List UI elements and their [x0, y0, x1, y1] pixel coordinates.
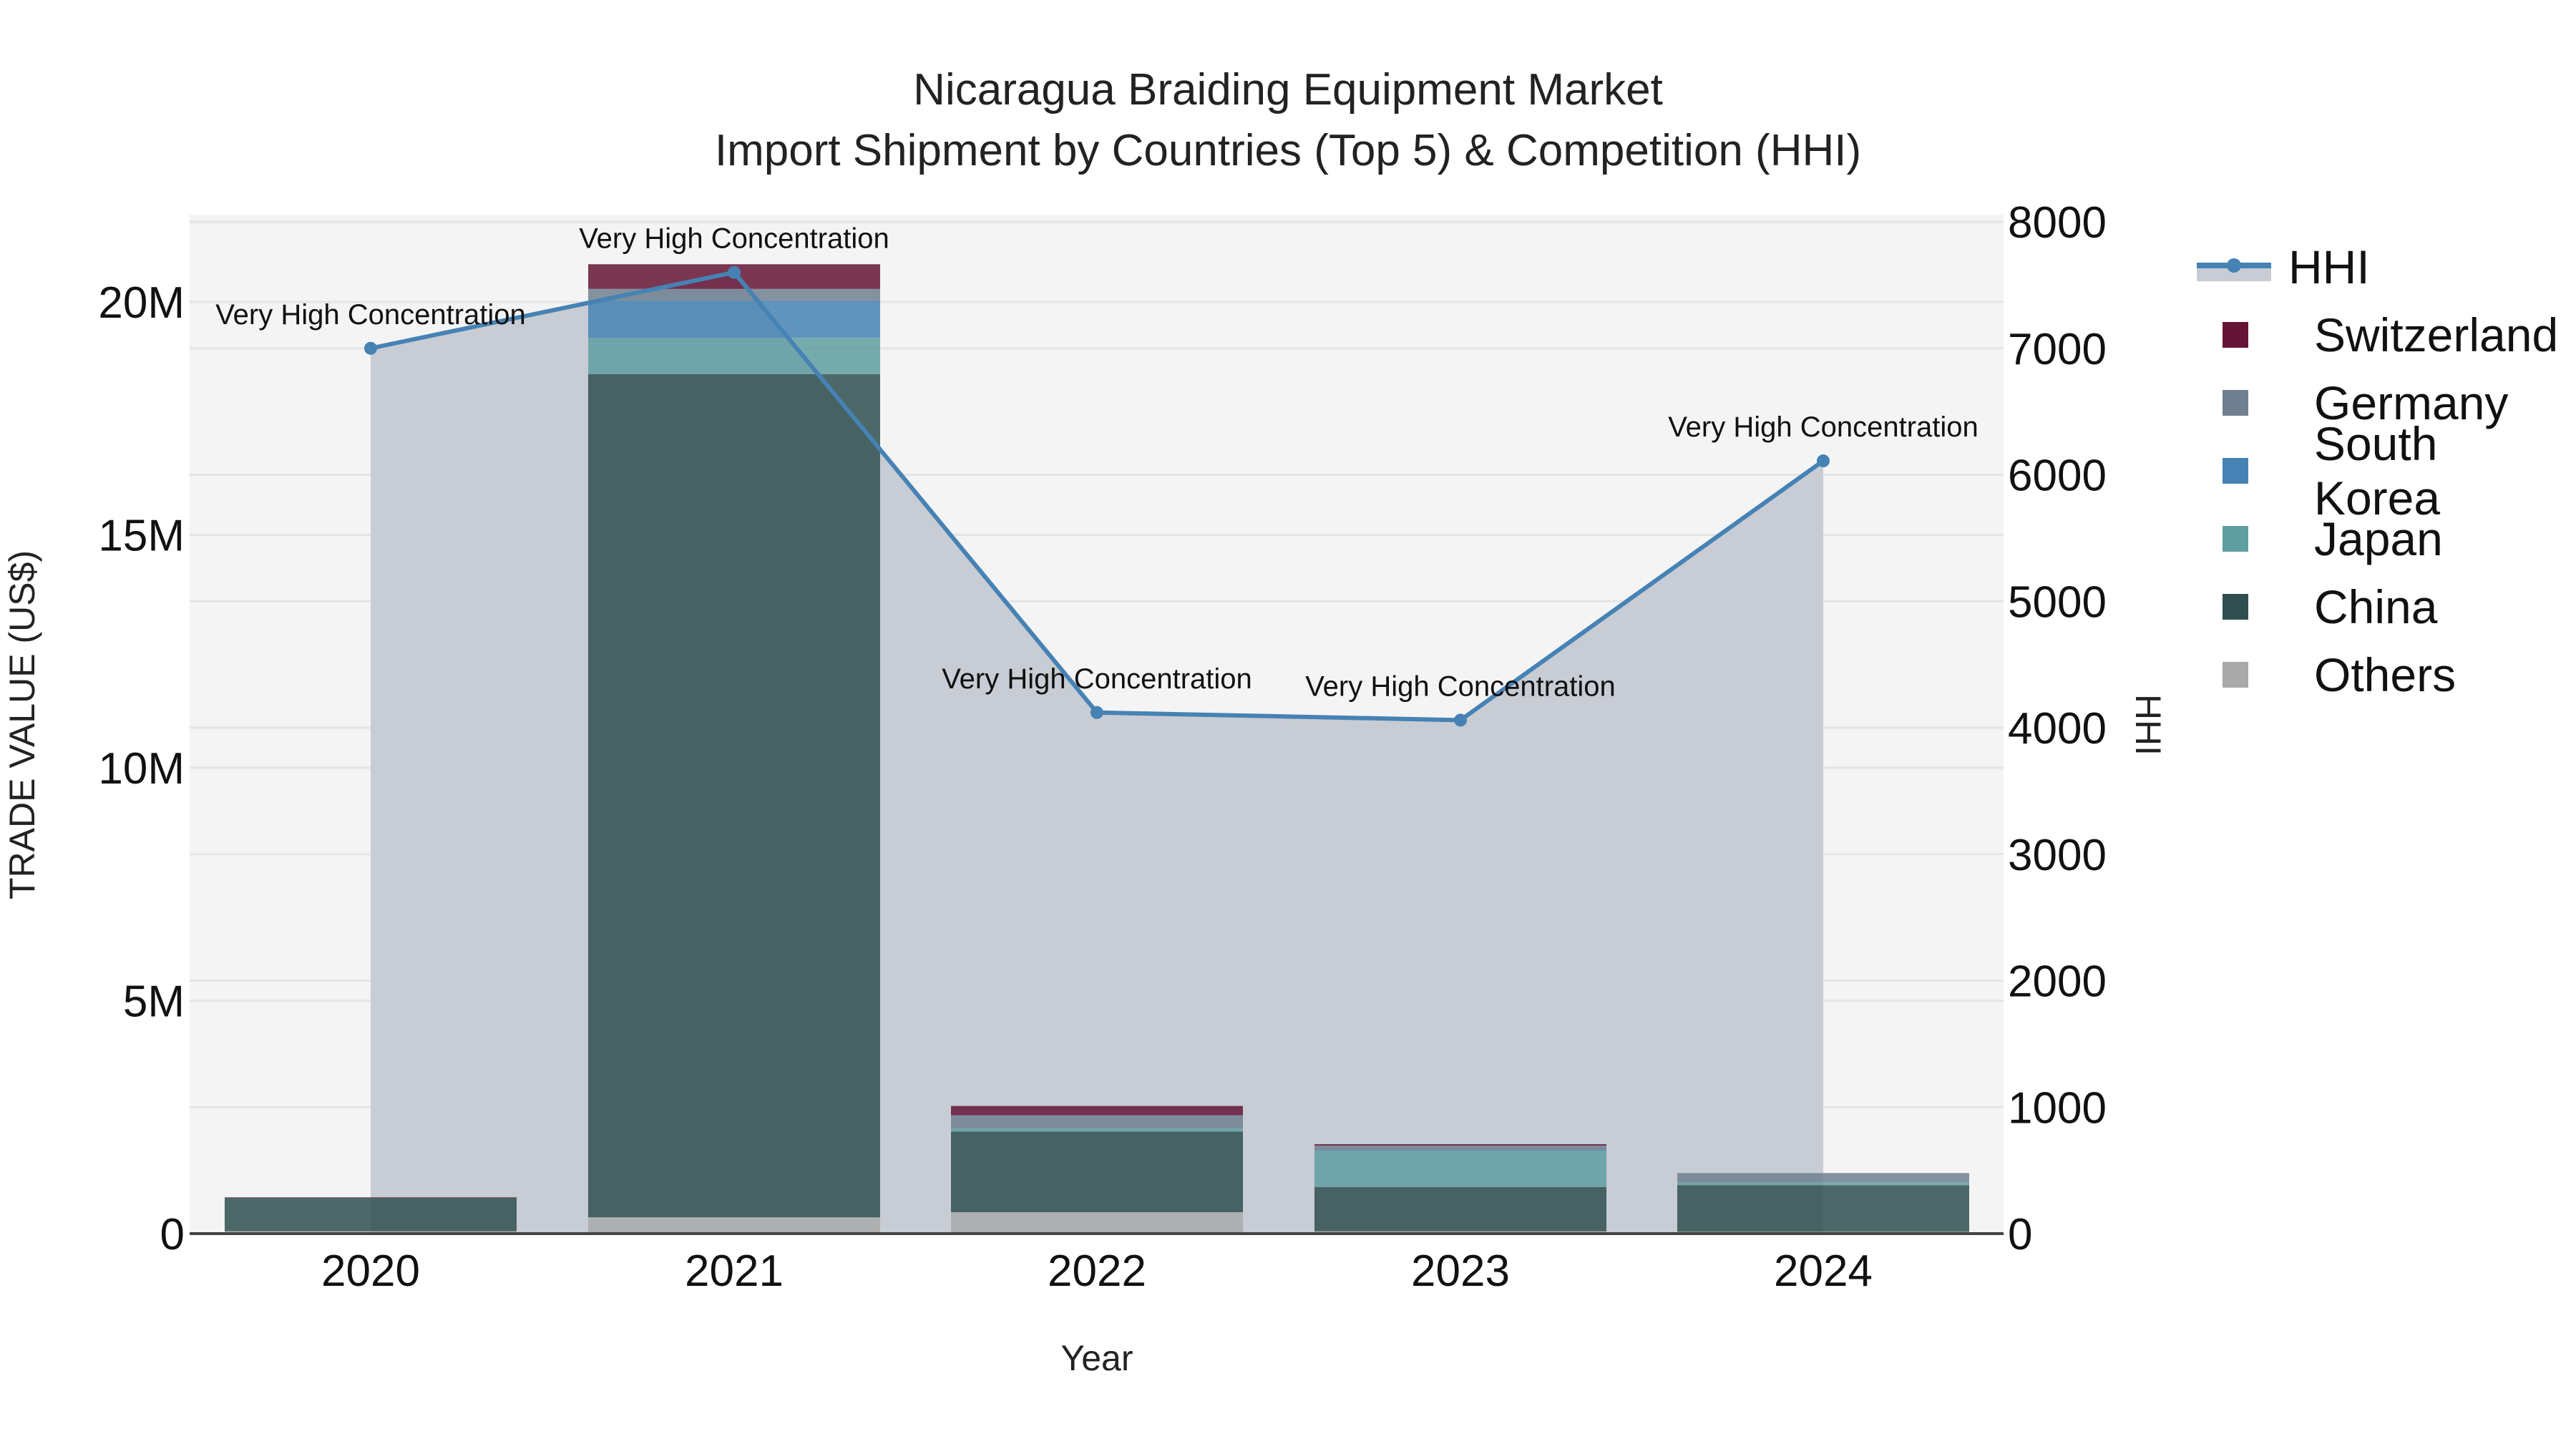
legend-item-south-korea[interactable]: South Korea: [2197, 417, 2576, 525]
svg-text:10M: 10M: [98, 744, 185, 794]
svg-text:7000: 7000: [2008, 325, 2107, 374]
bar-segment-south-korea[interactable]: [588, 301, 880, 338]
legend-item-others[interactable]: Others: [2197, 640, 2576, 708]
chart-title: Nicaragua Braiding Equipment Market: [913, 65, 1663, 114]
swatch-icon: [2223, 593, 2248, 620]
bar-segment-switzerland[interactable]: [225, 1197, 517, 1198]
svg-text:Very High Concentration: Very High Concentration: [942, 663, 1252, 695]
svg-text:0: 0: [160, 1210, 185, 1259]
bar-segment-switzerland[interactable]: [951, 1106, 1243, 1116]
svg-text:Very High Concentration: Very High Concentration: [215, 299, 526, 331]
svg-text:2021: 2021: [685, 1246, 784, 1296]
legend-label: South Korea: [2313, 416, 2441, 525]
svg-text:4000: 4000: [2008, 704, 2107, 753]
legend: HHI Switzerland Germany South Korea Japa…: [2197, 233, 2576, 708]
svg-text:3000: 3000: [2008, 831, 2107, 880]
bar-segment-japan[interactable]: [1677, 1182, 1969, 1186]
legend-label: Germany: [2314, 376, 2509, 429]
legend-item-japan[interactable]: Japan: [2197, 504, 2576, 572]
bar-segment-china[interactable]: [951, 1131, 1243, 1213]
svg-text:0: 0: [2008, 1210, 2032, 1259]
bar-segment-south-korea[interactable]: [1314, 1150, 1606, 1151]
svg-text:2024: 2024: [1774, 1246, 1873, 1296]
bar-segment-germany[interactable]: [1314, 1145, 1606, 1151]
legend-item-hhi[interactable]: HHI: [2197, 233, 2576, 301]
svg-text:8000: 8000: [2008, 198, 2107, 248]
legend-item-china[interactable]: China: [2197, 572, 2576, 640]
svg-text:2020: 2020: [321, 1246, 420, 1296]
legend-label: Switzerland: [2314, 308, 2559, 361]
svg-text:HHI: HHI: [2128, 694, 2168, 756]
swatch-icon: [2223, 389, 2248, 416]
legend-label: China: [2314, 580, 2438, 633]
svg-text:Very High Concentration: Very High Concentration: [1668, 411, 1979, 443]
svg-text:20M: 20M: [98, 278, 185, 328]
bar-segment-others[interactable]: [951, 1212, 1243, 1234]
svg-text:Very High Concentration: Very High Concentration: [1305, 670, 1616, 702]
legend-label: Others: [2314, 648, 2457, 701]
bar-segment-others[interactable]: [588, 1217, 880, 1234]
bar-segment-japan[interactable]: [951, 1128, 1243, 1132]
bar-segment-china[interactable]: [225, 1197, 517, 1231]
legend-item-germany[interactable]: Germany: [2197, 369, 2576, 436]
swatch-icon: [2223, 457, 2248, 484]
swatch-icon: [2223, 525, 2248, 552]
legend-label: Japan: [2314, 512, 2443, 565]
swatch-icon: [2223, 661, 2248, 688]
bar-segment-germany[interactable]: [951, 1115, 1243, 1128]
svg-text:6000: 6000: [2008, 452, 2107, 501]
bar-segment-china[interactable]: [588, 374, 880, 1218]
bar-segment-germany[interactable]: [1677, 1173, 1969, 1183]
legend-label: HHI: [2288, 240, 2370, 293]
bar-segment-china[interactable]: [1314, 1186, 1606, 1231]
svg-text:5000: 5000: [2008, 577, 2107, 627]
chart-subtitle: Import Shipment by Countries (Top 5) & C…: [714, 126, 1862, 175]
bar-segment-china[interactable]: [1677, 1185, 1969, 1232]
svg-text:2023: 2023: [1411, 1246, 1510, 1296]
svg-text:2000: 2000: [2008, 957, 2107, 1007]
swatch-icon: [2223, 321, 2248, 348]
bar-segment-switzerland[interactable]: [1314, 1144, 1606, 1146]
bar-segment-japan[interactable]: [1314, 1151, 1606, 1187]
svg-text:Very High Concentration: Very High Concentration: [579, 223, 889, 255]
svg-text:2022: 2022: [1048, 1246, 1146, 1296]
bar-segment-japan[interactable]: [588, 338, 880, 374]
line-marker-icon: [2197, 253, 2271, 281]
svg-text:1000: 1000: [2008, 1083, 2107, 1133]
svg-text:Year: Year: [1060, 1338, 1133, 1378]
svg-text:TRADE VALUE (US$): TRADE VALUE (US$): [2, 550, 42, 899]
bar-segment-germany[interactable]: [588, 288, 880, 301]
svg-text:5M: 5M: [123, 977, 185, 1027]
svg-text:15M: 15M: [98, 512, 185, 561]
legend-item-switzerland[interactable]: Switzerland: [2197, 301, 2576, 369]
